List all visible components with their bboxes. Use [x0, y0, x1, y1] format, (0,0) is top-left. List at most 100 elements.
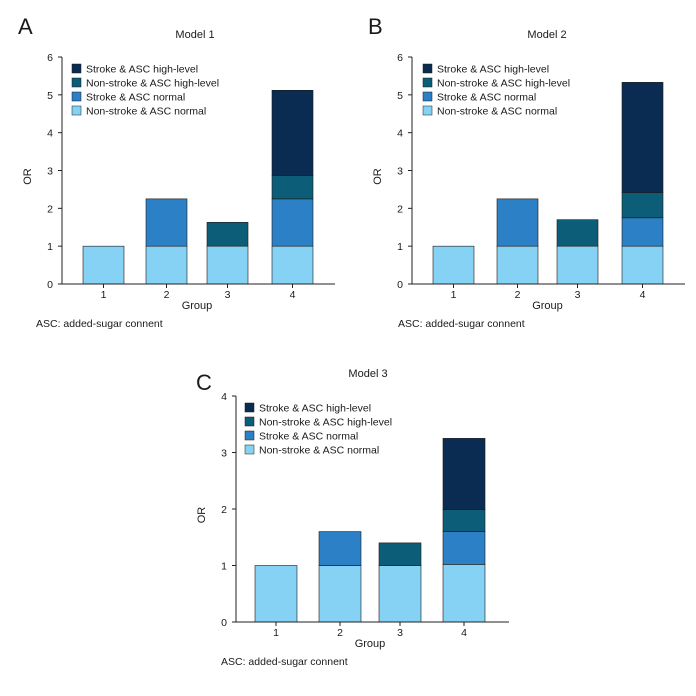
legend: Stroke & ASC high-level Non-stroke & ASC …: [422, 63, 570, 118]
y-tick-label: 0: [397, 279, 403, 291]
bar-segment-group-3-nonstroke-normal: [206, 245, 249, 285]
chart-title: Model 2: [527, 29, 566, 41]
legend-label: Stroke & ASC high-level: [86, 64, 198, 76]
legend-swatch-stroke-normal: [422, 91, 433, 102]
legend-swatch-stroke-high: [244, 402, 255, 413]
x-tick-label: 2: [515, 289, 521, 301]
legend-label: Non-stroke & ASC normal: [86, 106, 206, 118]
bar-segment-group-2-nonstroke-normal: [496, 245, 539, 285]
x-tick-label: 1: [273, 627, 279, 639]
legend-swatch-nonstroke-high: [71, 77, 82, 88]
chart-title: Model 1: [175, 29, 214, 41]
bar-segment-group-4-stroke-high: [442, 438, 486, 510]
bar-segment-group-3-nonstroke-high: [378, 542, 422, 566]
y-tick-label: 4: [47, 128, 53, 140]
y-tick-label: 3: [397, 166, 403, 178]
chart-title: Model 3: [348, 368, 387, 380]
y-tick-label: 2: [47, 203, 53, 215]
bar-segment-group-1-nonstroke-normal: [432, 245, 475, 285]
x-tick-label: 1: [101, 289, 107, 301]
x-tick-label: 2: [337, 627, 343, 639]
bar-segment-group-1-nonstroke-normal: [82, 245, 125, 285]
y-axis-label: OR: [372, 168, 384, 185]
x-tick-label: 2: [164, 289, 170, 301]
legend-swatch-nonstroke-high: [244, 416, 255, 427]
legend-swatch-nonstroke-high: [422, 77, 433, 88]
chart-panel-c: C Model 3 0 1 2 3 4 1 2 3 4 Group OR Stroke & ASC hig…: [196, 368, 509, 668]
y-tick-label: 1: [47, 241, 53, 253]
x-tick-label: 3: [575, 289, 581, 301]
y-tick-label: 2: [397, 203, 403, 215]
footnote: ASC: added-sugar connent: [221, 656, 348, 668]
x-axis-label: Group: [532, 300, 563, 312]
legend-label: Non-stroke & ASC normal: [437, 106, 557, 118]
y-tick-label: 0: [221, 617, 227, 629]
legend-label: Stroke & ASC normal: [259, 431, 358, 443]
bar-segment-group-3-nonstroke-normal: [556, 245, 599, 285]
legend: Stroke & ASC high-level Non-stroke & ASC …: [71, 63, 219, 118]
x-tick-label: 4: [640, 289, 646, 301]
y-tick-label: 6: [397, 52, 403, 64]
legend-swatch-stroke-high: [422, 63, 433, 74]
chart-panel-b: B Model 2 0 1 2 3 4 5 6 1 2 3 4 Group OR Stroke & ASC h…: [368, 14, 685, 330]
bar-segment-group-4-stroke-normal: [271, 198, 314, 247]
x-tick-label: 3: [397, 627, 403, 639]
legend-swatch-nonstroke-normal: [244, 444, 255, 455]
y-tick-label: 5: [397, 90, 403, 102]
footnote: ASC: added-sugar connent: [36, 318, 163, 330]
chart-panel-a: A Model 1 0 1 2 3 4 5 6 1 2 3 4 Group OR Stroke & ASC h…: [18, 14, 335, 330]
bar-segment-group-4-nonstroke-high: [621, 192, 664, 219]
x-tick-label: 1: [451, 289, 457, 301]
legend-label: Non-stroke & ASC high-level: [259, 417, 392, 429]
y-tick-label: 6: [47, 52, 53, 64]
footnote: ASC: added-sugar connent: [398, 318, 525, 330]
bar-segment-group-2-stroke-normal: [145, 198, 188, 247]
y-tick-label: 2: [221, 504, 227, 516]
bar-segment-group-3-nonstroke-high: [206, 222, 249, 247]
legend-label: Stroke & ASC normal: [86, 92, 185, 104]
legend-label: Stroke & ASC high-level: [437, 64, 549, 76]
bar-segment-group-4-nonstroke-high: [271, 175, 314, 200]
y-axis-label: OR: [22, 168, 34, 185]
legend-label: Stroke & ASC normal: [437, 92, 536, 104]
legend-swatch-nonstroke-normal: [71, 105, 82, 116]
legend-swatch-stroke-normal: [71, 91, 82, 102]
panel-letter: B: [368, 14, 383, 39]
y-tick-label: 4: [397, 128, 403, 140]
x-tick-label: 4: [461, 627, 467, 639]
bar-segment-group-4-nonstroke-normal: [621, 245, 664, 285]
bar-segment-group-1-nonstroke-normal: [254, 565, 298, 623]
legend-label: Non-stroke & ASC high-level: [437, 78, 570, 90]
legend: Stroke & ASC high-level Non-stroke & ASC …: [244, 402, 392, 457]
y-tick-label: 1: [221, 561, 227, 573]
panel-letter: A: [18, 14, 33, 39]
x-axis-label: Group: [182, 300, 213, 312]
y-tick-label: 5: [47, 90, 53, 102]
bar-segment-group-3-nonstroke-high: [556, 219, 599, 247]
x-axis-label: Group: [355, 638, 386, 650]
panel-letter: C: [196, 370, 212, 395]
bar-segment-group-4-stroke-normal: [442, 531, 486, 565]
x-tick-label: 4: [290, 289, 296, 301]
legend-label: Stroke & ASC high-level: [259, 403, 371, 415]
bar-segment-group-4-nonstroke-high: [442, 509, 486, 532]
legend-swatch-stroke-high: [71, 63, 82, 74]
bar-segment-group-4-stroke-high: [621, 82, 664, 193]
y-tick-label: 3: [47, 166, 53, 178]
bar-segment-group-2-stroke-normal: [318, 531, 362, 566]
bar-segment-group-4-nonstroke-normal: [442, 564, 486, 623]
legend-swatch-nonstroke-normal: [422, 105, 433, 116]
y-tick-label: 1: [397, 241, 403, 253]
y-tick-label: 0: [47, 279, 53, 291]
bar-segment-group-2-nonstroke-normal: [318, 565, 362, 623]
y-axis-label: OR: [196, 507, 208, 524]
bar-segment-group-4-stroke-high: [271, 89, 314, 176]
bar-segment-group-2-nonstroke-normal: [145, 245, 188, 285]
legend-swatch-stroke-normal: [244, 430, 255, 441]
y-tick-label: 3: [221, 448, 227, 460]
legend-label: Non-stroke & ASC high-level: [86, 78, 219, 90]
bar-segment-group-4-stroke-normal: [621, 217, 664, 247]
x-tick-label: 3: [225, 289, 231, 301]
bar-segment-group-2-stroke-normal: [496, 198, 539, 247]
